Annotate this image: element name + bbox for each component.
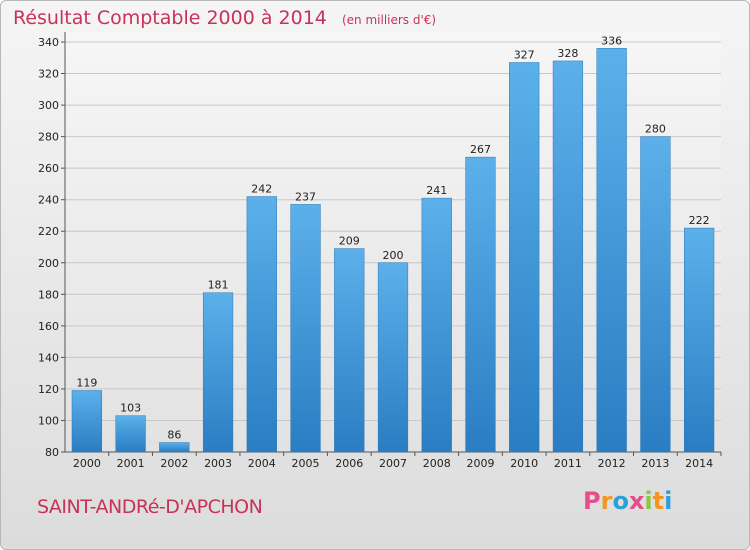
x-tick-label: 2008	[423, 457, 451, 470]
x-tick-label: 2005	[292, 457, 320, 470]
x-tick-label: 2014	[685, 457, 713, 470]
y-tick-label: 100	[38, 414, 59, 427]
bar-value-label: 86	[167, 429, 181, 442]
y-tick-label: 280	[38, 131, 59, 144]
bar	[640, 136, 671, 453]
proxiti-logo: Proxiti	[583, 487, 672, 515]
y-tick-label: 160	[38, 320, 59, 333]
y-tick-label: 140	[38, 351, 59, 364]
plot-area: 80 100 120 140 160 180 200 220 240 260 280 300 320 34…	[38, 32, 722, 470]
bar	[202, 292, 234, 453]
y-tick-label: 260	[38, 162, 59, 175]
bar-value-label: 103	[120, 402, 141, 415]
chart-title: Résultat Comptable 2000 à 2014	[13, 7, 327, 29]
bar	[596, 48, 627, 453]
bar-value-label: 200	[383, 249, 404, 262]
x-tick-label: 2000	[73, 457, 101, 470]
bar	[465, 156, 496, 453]
y-tick-label: 240	[38, 194, 59, 207]
y-tick-label: 320	[38, 68, 59, 81]
y-tick-label: 120	[38, 383, 59, 396]
bar	[246, 196, 277, 453]
x-tick-label: 2003	[204, 457, 232, 470]
x-tick-label: 2001	[117, 457, 145, 470]
bar-value-label: 327	[514, 49, 535, 62]
bar	[421, 197, 452, 453]
bar	[509, 62, 540, 453]
x-tick-label: 2004	[248, 457, 276, 470]
bar-value-label: 209	[339, 235, 360, 248]
title-row: Résultat Comptable 2000 à 2014 (en milli…	[13, 7, 436, 29]
commune-name: SAINT-ANDRé-D'APCHON	[37, 496, 263, 518]
bar-value-label: 181	[208, 279, 229, 292]
y-tick-label: 340	[38, 36, 59, 49]
bar-value-label: 328	[557, 47, 578, 60]
logo-letter: x	[628, 487, 645, 515]
y-tick-label: 300	[38, 99, 59, 112]
bar	[159, 442, 190, 453]
bar-value-label: 242	[251, 183, 272, 196]
logo-letter: i	[664, 487, 673, 515]
x-tick-label: 2009	[466, 457, 494, 470]
y-tick-label: 220	[38, 225, 59, 238]
x-tick-label: 2010	[510, 457, 538, 470]
bar-value-label: 222	[689, 214, 710, 227]
bar-value-label: 336	[601, 34, 622, 47]
bar-value-label: 119	[76, 377, 97, 390]
bar	[115, 415, 146, 453]
x-tick-label: 2007	[379, 457, 407, 470]
bar	[684, 227, 715, 453]
bar-value-label: 237	[295, 190, 316, 203]
bar	[290, 204, 321, 453]
y-tick-label: 180	[38, 288, 59, 301]
bar-value-label: 241	[426, 184, 447, 197]
bar	[552, 60, 584, 453]
logo-letter: i	[644, 487, 653, 515]
bar	[71, 390, 102, 453]
unit-label: (en milliers d'€)	[341, 13, 437, 27]
y-tick-label: 80	[45, 446, 59, 459]
logo-letter: o	[612, 487, 629, 515]
bar-value-label: 280	[645, 123, 666, 136]
bar-value-label: 267	[470, 143, 491, 156]
x-tick-label: 2006	[335, 457, 363, 470]
x-tick-label: 2002	[160, 457, 188, 470]
y-tick-label: 200	[38, 257, 59, 270]
logo-letter: r	[600, 487, 613, 515]
x-tick-label: 2012	[598, 457, 626, 470]
bar	[377, 262, 409, 453]
bar	[334, 248, 365, 453]
logo-letter: P	[583, 487, 601, 515]
x-tick-label: 2013	[641, 457, 669, 470]
x-tick-label: 2011	[554, 457, 582, 470]
logo-letter: t	[652, 487, 665, 515]
